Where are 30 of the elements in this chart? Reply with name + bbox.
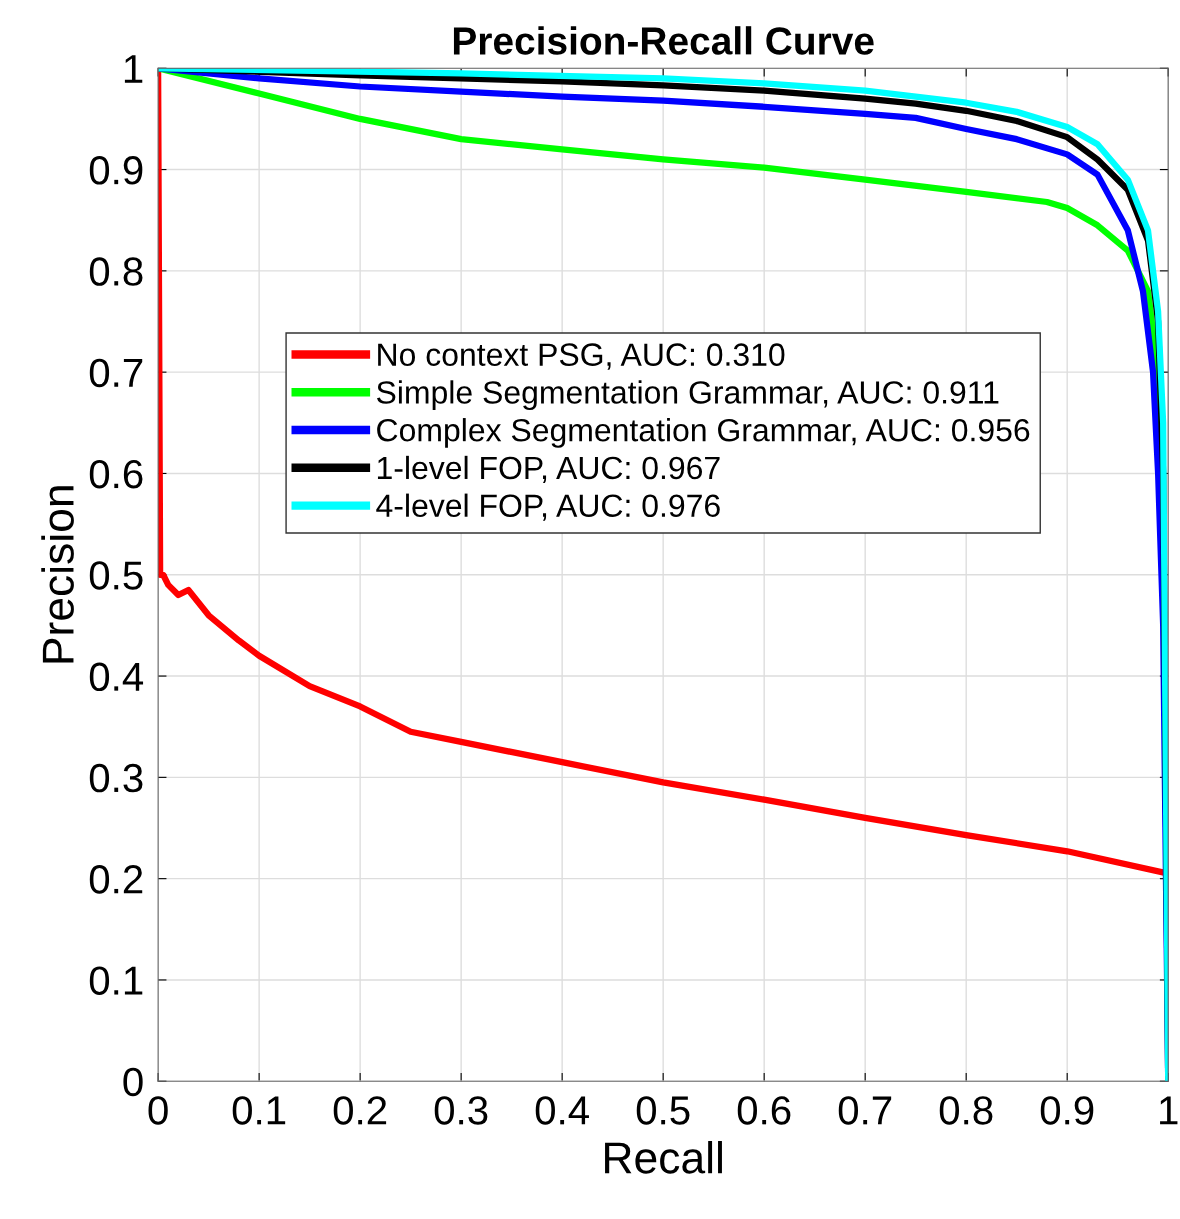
y-tick-label: 0.2 [89,865,143,894]
y-tick-label: 0.8 [89,257,143,286]
x-tick-label: 0.9 [1040,1096,1094,1125]
x-tick-label: 0.3 [434,1096,488,1125]
y-tick-label: 0 [123,1067,143,1097]
x-tick-label: 0.8 [939,1096,993,1125]
legend-label: Complex Segmentation Grammar, AUC: 0.956 [377,418,1030,448]
legend-label: 4-level FOP, AUC: 0.976 [376,493,720,521]
chart-title: Precision-Recall Curve [453,26,874,55]
legend-label: Simple Segmentation Grammar, AUC: 0.911 [376,380,999,411]
x-axis-title: Recall [605,1141,722,1174]
y-tick-label: 1 [124,55,143,83]
x-tick-label: 0.2 [333,1096,387,1125]
x-tick-label: 0.6 [737,1096,791,1125]
x-tick-label: 0 [148,1096,168,1125]
x-tick-label: 0.7 [838,1096,892,1125]
legend-label: No context PSG, AUC: 0.310 [378,343,785,370]
y-tick-label: 0.5 [89,561,143,590]
x-tick-label: 0.4 [535,1096,589,1125]
y-tick-label: 0.3 [89,763,143,793]
x-tick-label: 1 [1160,1096,1178,1125]
y-tick-label: 0.7 [89,358,143,388]
y-axis-title: Precision [41,486,74,663]
y-tick-label: 0.4 [89,662,144,692]
y-tick-label: 0.9 [89,156,143,185]
x-tick-label: 0.5 [636,1096,690,1125]
y-tick-label: 0.1 [89,966,143,995]
x-tick-label: 0.1 [232,1096,286,1125]
y-tick-label: 0.6 [89,459,143,489]
legend-label: 1-level FOP, AUC: 0.967 [377,455,720,484]
